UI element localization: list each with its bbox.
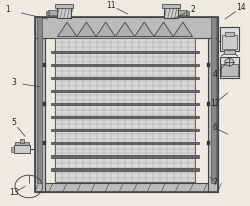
Bar [57,6,71,18]
Text: 6: 6 [212,123,218,132]
Text: 11: 11 [106,1,116,10]
Circle shape [225,59,234,66]
Bar [51,103,199,105]
Text: 5: 5 [11,118,16,127]
Bar [178,10,187,15]
Bar [225,32,234,36]
Text: 14: 14 [236,3,246,12]
Bar [224,50,235,54]
Bar [51,51,199,53]
Polygon shape [173,22,193,36]
Text: 1: 1 [5,5,10,14]
Bar [51,155,199,158]
Bar [20,139,24,143]
Bar [164,6,178,18]
Bar [51,168,199,171]
Bar [46,11,48,14]
Polygon shape [115,22,135,36]
Bar [220,27,239,51]
Bar [51,129,199,131]
Text: 12: 12 [210,99,220,108]
Bar [35,183,218,192]
Bar [51,64,199,66]
Bar [55,4,72,8]
Bar [186,11,190,14]
Bar [15,142,29,145]
Bar [207,102,210,106]
Bar [11,147,14,152]
Bar [35,17,218,192]
Bar [14,145,30,153]
Text: 7: 7 [212,178,218,187]
Bar [48,10,57,15]
Polygon shape [96,22,115,36]
Bar [211,17,216,183]
Bar [42,63,45,67]
Bar [51,142,199,144]
Bar [221,64,238,76]
Polygon shape [77,22,96,36]
Bar [222,35,236,49]
Bar [220,57,239,78]
Bar [162,4,180,8]
Bar [35,17,45,192]
Bar [207,63,210,67]
Bar [42,141,45,145]
Bar [35,17,218,37]
Text: 4: 4 [212,70,218,79]
Bar [42,102,45,106]
Polygon shape [135,22,154,36]
Bar [37,17,42,183]
Bar [208,17,218,192]
Bar [51,116,199,118]
Text: 2: 2 [190,5,195,14]
Polygon shape [58,22,77,36]
Bar [207,141,210,145]
Text: 3: 3 [11,78,16,87]
Polygon shape [154,22,173,36]
Bar [55,37,195,182]
Bar [51,90,199,92]
Bar [51,77,199,79]
Text: 13: 13 [9,188,18,197]
